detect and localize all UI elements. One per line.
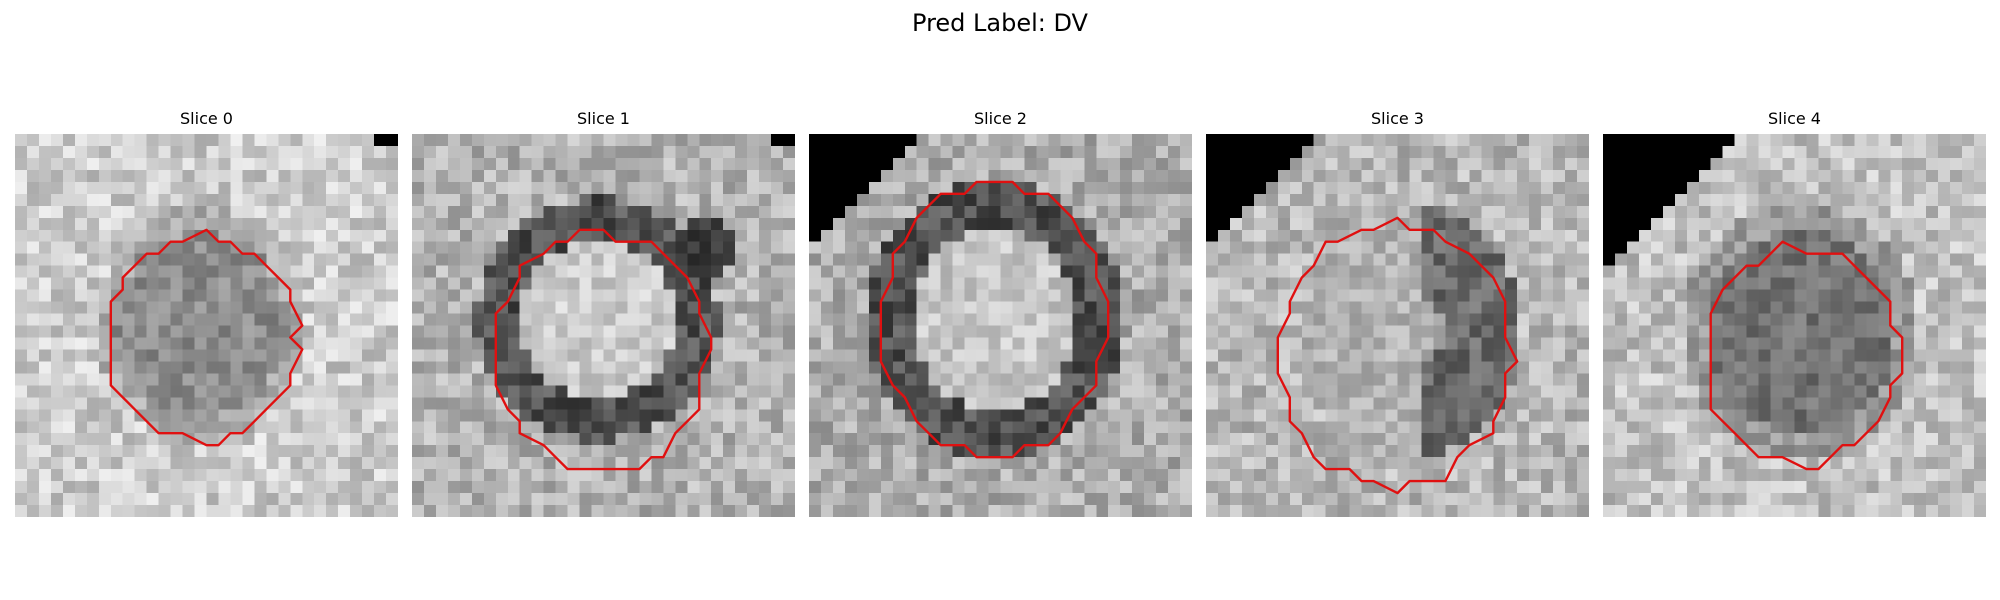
slice-0-red-contour [109,228,304,447]
slice-4-pixel-grid [1603,134,1986,517]
slice-4-red-contour [1709,240,1904,471]
panel-title-slice-0: Slice 0 [180,109,233,128]
slice-3-image [1206,134,1589,517]
panel-title-slice-1: Slice 1 [577,109,630,128]
slice-2-pixel-grid [809,134,1192,517]
slice-0-image [15,134,398,517]
figure-title: Pred Label: DV [912,9,1088,37]
slice-3-pixel-grid [1206,134,1589,517]
slice-4-image [1603,134,1986,517]
slice-0-pixel-grid [15,134,398,517]
panel-title-slice-3: Slice 3 [1371,109,1424,128]
slice-1-image [412,134,795,517]
slice-2-image [809,134,1192,517]
slice-2-red-contour [879,180,1110,459]
slice-1-pixel-grid [412,134,795,517]
slice-3-red-contour [1276,216,1519,495]
panel-title-slice-2: Slice 2 [974,109,1027,128]
panel-title-slice-4: Slice 4 [1768,109,1821,128]
slice-1-red-contour [494,228,713,471]
